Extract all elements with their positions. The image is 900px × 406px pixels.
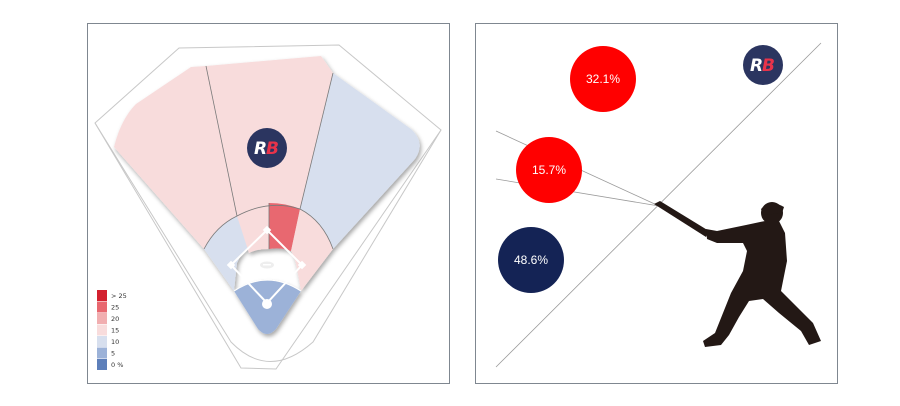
zone-infield-right bbox=[291, 209, 333, 291]
legend-label: > 25 bbox=[111, 292, 127, 300]
bubble-circle bbox=[570, 46, 636, 112]
bubble-label: 48.6% bbox=[514, 253, 548, 267]
legend-label: 25 bbox=[111, 304, 119, 312]
bubble-label: 32.1% bbox=[586, 72, 620, 86]
home-plate bbox=[262, 299, 272, 309]
rb-logo-left: R B bbox=[247, 128, 287, 168]
bubble-32-percent: 32.1% bbox=[570, 46, 636, 112]
bubble-circle bbox=[498, 227, 564, 293]
third-base bbox=[226, 260, 236, 270]
legend-swatch bbox=[97, 347, 107, 359]
legend: > 25 25 20 15 10 5 0 % bbox=[97, 290, 127, 370]
bubble-circle bbox=[516, 137, 582, 203]
field-zones bbox=[114, 56, 420, 334]
bubble-15-percent: 15.7% bbox=[516, 137, 582, 203]
legend-swatch bbox=[97, 336, 107, 347]
second-base bbox=[262, 225, 272, 235]
zone-outfield-left bbox=[114, 66, 237, 249]
spray-chart-svg: R B > 25 25 20 15 10 5 0 % bbox=[94, 44, 442, 370]
logo-letter-b: B bbox=[266, 139, 279, 159]
batted-ball-panel: 32.1% 15.7% 48.6% R B bbox=[475, 23, 838, 384]
legend-label: 0 % bbox=[111, 361, 123, 369]
batter-silhouette bbox=[654, 201, 821, 347]
logo-letter-b: B bbox=[762, 56, 775, 76]
spray-chart-panel: R B > 25 25 20 15 10 5 0 % bbox=[87, 23, 450, 384]
legend-swatch bbox=[97, 301, 107, 313]
logo-badge bbox=[247, 128, 287, 168]
legend-label: 20 bbox=[111, 315, 119, 323]
logo-letter-r: R bbox=[254, 139, 267, 159]
legend-label: 10 bbox=[111, 338, 119, 346]
zone-infield-center-left bbox=[237, 203, 269, 253]
legend-label: 15 bbox=[111, 327, 119, 335]
batted-ball-svg: 32.1% 15.7% 48.6% R B bbox=[495, 42, 822, 368]
bubble-label: 15.7% bbox=[532, 163, 566, 177]
first-base bbox=[297, 260, 307, 270]
zone-outfield-right bbox=[300, 73, 420, 249]
logo-badge bbox=[743, 45, 783, 85]
bubble-48-percent: 48.6% bbox=[498, 227, 564, 293]
legend-swatch bbox=[97, 290, 107, 301]
legend-swatch bbox=[97, 324, 107, 336]
legend-swatch bbox=[97, 359, 107, 370]
zone-infield-left bbox=[204, 216, 249, 291]
rb-logo-right: R B bbox=[743, 45, 783, 85]
legend-swatch bbox=[97, 313, 107, 324]
logo-letter-r: R bbox=[750, 56, 763, 76]
legend-label: 5 bbox=[111, 350, 115, 358]
foul-line-outline bbox=[94, 122, 442, 362]
pitcher-rubber bbox=[263, 264, 271, 266]
